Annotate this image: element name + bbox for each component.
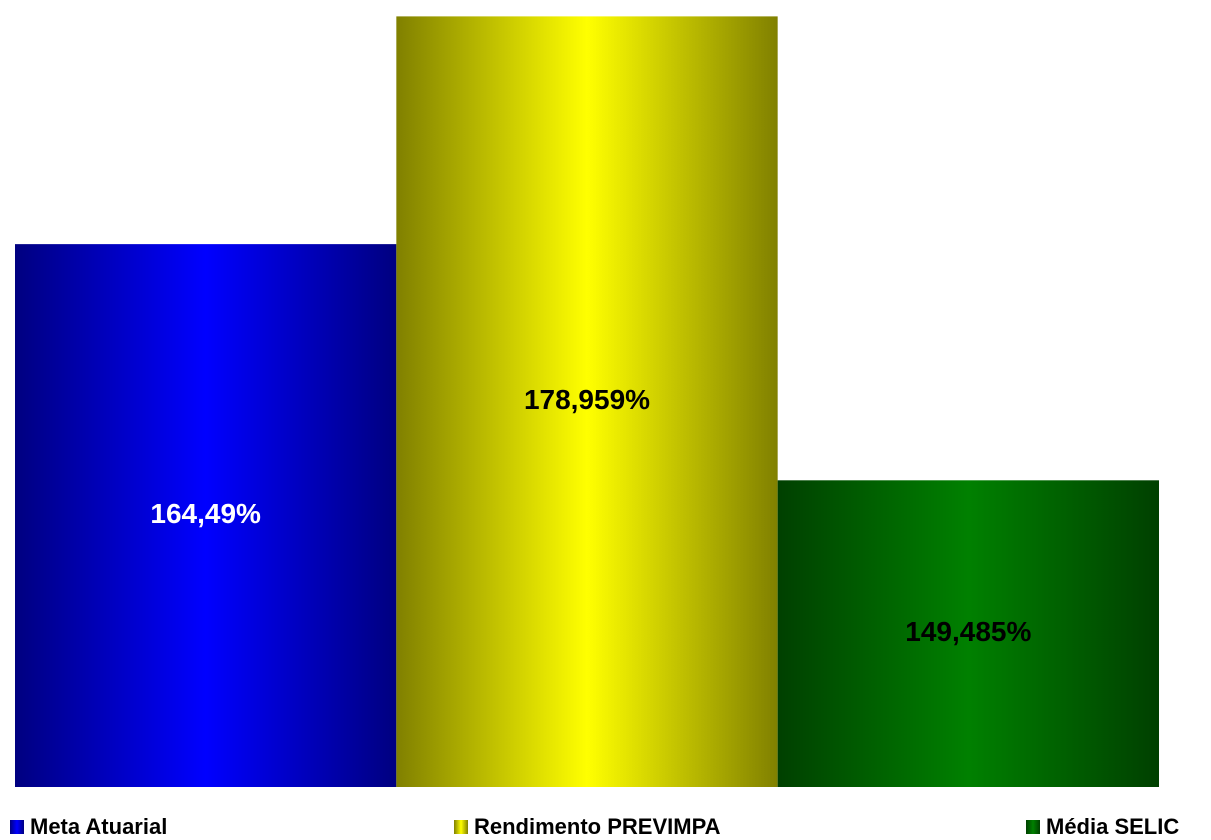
legend-swatch (454, 820, 468, 834)
data-label: 149,485% (905, 616, 1031, 647)
bar (777, 480, 1159, 787)
legend-label: Meta Atuarial (30, 814, 167, 839)
legend-label: Média SELIC (1046, 814, 1179, 839)
data-label: 164,49% (150, 498, 261, 529)
bar (396, 16, 778, 788)
legend-label: Rendimento PREVIMPA (474, 814, 721, 839)
legend-swatch (10, 820, 24, 834)
bar (15, 244, 397, 788)
data-label: 178,959% (524, 384, 650, 415)
legend-swatch (1026, 820, 1040, 834)
